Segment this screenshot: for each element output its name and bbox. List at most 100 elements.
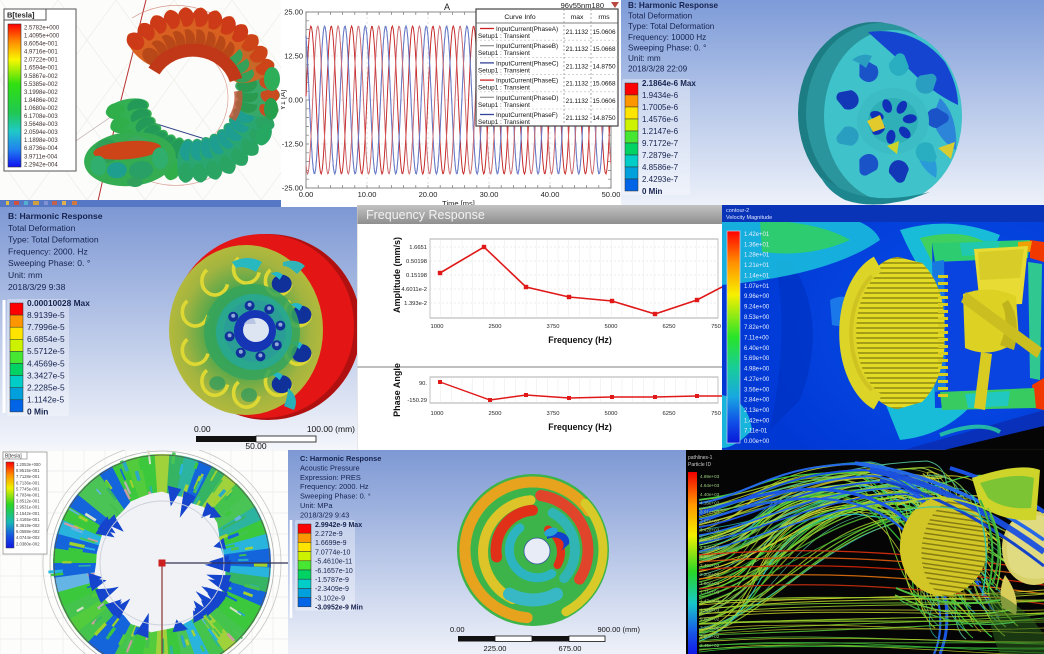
svg-text:9.7172e-7: 9.7172e-7 (642, 139, 679, 148)
svg-text:Type: Total Deformation: Type: Total Deformation (628, 22, 715, 31)
svg-text:Y1 [A]: Y1 [A] (281, 90, 287, 110)
svg-text:8.6054e-001: 8.6054e-001 (24, 42, 58, 48)
svg-text:21.1132: 21.1132 (566, 29, 589, 36)
svg-text:4.0744e-002: 4.0744e-002 (16, 535, 40, 540)
svg-text:14.8750: 14.8750 (592, 63, 616, 70)
svg-text:InputCurrent(PhaseC): InputCurrent(PhaseC) (496, 60, 559, 67)
svg-text:Setup1 : Transient: Setup1 : Transient (478, 33, 530, 40)
svg-text:5.7745e-001: 5.7745e-001 (16, 486, 40, 491)
svg-text:Curve Info: Curve Info (504, 14, 536, 21)
svg-text:Unit: mm: Unit: mm (628, 54, 661, 63)
svg-text:96v55nm180: 96v55nm180 (561, 1, 604, 10)
svg-text:21.1132: 21.1132 (566, 46, 589, 53)
svg-text:15.0606: 15.0606 (592, 29, 616, 36)
svg-text:1.07e+01: 1.07e+01 (744, 284, 770, 290)
svg-text:InputCurrent(PhaseA): InputCurrent(PhaseA) (496, 26, 558, 33)
svg-text:6250: 6250 (663, 324, 676, 330)
svg-text:1.7005e-6: 1.7005e-6 (642, 103, 679, 112)
svg-text:4.40e+03: 4.40e+03 (700, 492, 720, 497)
svg-text:1000: 1000 (431, 324, 444, 330)
svg-text:Setup1 : Transient: Setup1 : Transient (478, 85, 530, 92)
svg-text:2.2285e-5: 2.2285e-5 (27, 383, 65, 393)
svg-text:Particle ID: Particle ID (688, 462, 711, 468)
svg-text:2.272e-9: 2.272e-9 (315, 531, 343, 538)
svg-text:6.1708e-003: 6.1708e-003 (24, 114, 58, 120)
svg-text:1.42e+01: 1.42e+01 (744, 232, 770, 238)
svg-text:-150.29: -150.29 (407, 398, 427, 404)
svg-text:6250: 6250 (663, 411, 676, 417)
svg-text:A: A (444, 2, 450, 12)
svg-text:contour-2: contour-2 (726, 208, 749, 214)
svg-text:1.6699e-9: 1.6699e-9 (315, 540, 347, 547)
svg-text:1.42e+00: 1.42e+00 (744, 418, 770, 424)
svg-text:0 Min: 0 Min (27, 407, 48, 417)
svg-text:Expression: PRES: Expression: PRES (300, 473, 361, 482)
svg-text:750: 750 (711, 411, 721, 417)
svg-text:0.15198: 0.15198 (406, 273, 427, 279)
svg-text:1.22e+03: 1.22e+03 (700, 608, 720, 613)
svg-text:5.69e+00: 5.69e+00 (744, 356, 770, 362)
svg-text:3.56e+00: 3.56e+00 (744, 387, 770, 393)
svg-text:40.00: 40.00 (541, 190, 560, 199)
svg-text:1.6651: 1.6651 (409, 245, 427, 251)
svg-text:225.00: 225.00 (484, 644, 507, 653)
svg-text:900.00 (mm): 900.00 (mm) (597, 625, 640, 634)
svg-text:max: max (571, 14, 584, 21)
svg-text:2018/3/29 9:38: 2018/3/29 9:38 (8, 282, 66, 292)
svg-text:7.2879e-7: 7.2879e-7 (642, 151, 679, 160)
svg-text:12.50: 12.50 (284, 52, 303, 61)
svg-text:21.1132: 21.1132 (566, 63, 589, 70)
svg-text:21.1132: 21.1132 (566, 115, 589, 122)
svg-text:1.1898e-003: 1.1898e-003 (24, 138, 58, 144)
svg-text:1.96e+03: 1.96e+03 (700, 581, 720, 586)
svg-text:4.69e+03: 4.69e+03 (700, 474, 720, 479)
svg-text:750: 750 (711, 324, 721, 330)
svg-text:2.2942e-004: 2.2942e-004 (24, 162, 58, 168)
svg-text:7.35e+02: 7.35e+02 (700, 625, 720, 630)
svg-text:Frequency: 10000 Hz: Frequency: 10000 Hz (628, 33, 706, 42)
svg-text:0.00: 0.00 (299, 190, 314, 199)
svg-text:0.50198: 0.50198 (406, 259, 427, 265)
svg-text:4.27e+00: 4.27e+00 (744, 377, 770, 383)
svg-text:0.00010028 Max: 0.00010028 Max (27, 298, 90, 308)
svg-text:8.53e+00: 8.53e+00 (744, 315, 770, 321)
svg-text:2.93e+03: 2.93e+03 (700, 545, 720, 550)
svg-text:21.1132: 21.1132 (566, 81, 589, 88)
svg-text:15.0668: 15.0668 (592, 81, 616, 88)
svg-text:675.00: 675.00 (559, 644, 582, 653)
svg-text:1.71e+03: 1.71e+03 (700, 590, 720, 595)
svg-text:-6.1657e-10: -6.1657e-10 (315, 568, 353, 575)
svg-text:4.64e+03: 4.64e+03 (700, 483, 720, 488)
svg-text:1.4165e-001: 1.4165e-001 (16, 517, 40, 522)
svg-text:Phase Angle: Phase Angle (392, 363, 402, 417)
svg-text:2.20e+03: 2.20e+03 (700, 572, 720, 577)
svg-text:Setup1 : Transient: Setup1 : Transient (478, 67, 530, 74)
svg-text:15.0668: 15.0668 (592, 46, 616, 53)
svg-text:Setup1 : Transient: Setup1 : Transient (478, 50, 530, 57)
svg-text:9.96e+00: 9.96e+00 (744, 294, 770, 300)
svg-text:0.00: 0.00 (194, 424, 211, 434)
svg-text:1.4576e-6: 1.4576e-6 (642, 115, 679, 124)
svg-text:-25.00: -25.00 (282, 184, 303, 193)
svg-text:1.28e+01: 1.28e+01 (744, 253, 770, 259)
svg-text:0.00: 0.00 (288, 96, 303, 105)
svg-text:-3.0952e-9 Min: -3.0952e-9 Min (315, 605, 363, 612)
svg-text:2500: 2500 (489, 411, 502, 417)
svg-text:InputCurrent(PhaseD): InputCurrent(PhaseD) (496, 95, 559, 102)
svg-text:1.14e+01: 1.14e+01 (744, 273, 770, 279)
svg-text:7.0774e-10: 7.0774e-10 (315, 549, 351, 556)
svg-text:4.16e+03: 4.16e+03 (700, 501, 720, 506)
svg-text:-5.4610e-11: -5.4610e-11 (315, 559, 352, 566)
svg-text:3.91e+03: 3.91e+03 (700, 510, 720, 515)
svg-text:Frequency: 2000. Hz: Frequency: 2000. Hz (300, 482, 369, 491)
svg-text:Frequency: 2000. Hz: Frequency: 2000. Hz (8, 246, 88, 256)
svg-text:1.393e-2: 1.393e-2 (404, 301, 427, 307)
svg-text:4.7034e-001: 4.7034e-001 (16, 493, 40, 498)
svg-text:5.5385e-002: 5.5385e-002 (24, 82, 58, 88)
svg-text:Unit: MPa: Unit: MPa (300, 501, 333, 510)
svg-text:6.6854e-5: 6.6854e-5 (27, 334, 65, 344)
svg-text:3.18e+03: 3.18e+03 (700, 536, 720, 541)
svg-text:2.13e+00: 2.13e+00 (744, 408, 770, 414)
svg-text:30.00: 30.00 (480, 190, 499, 199)
svg-text:15.0606: 15.0606 (592, 98, 616, 105)
